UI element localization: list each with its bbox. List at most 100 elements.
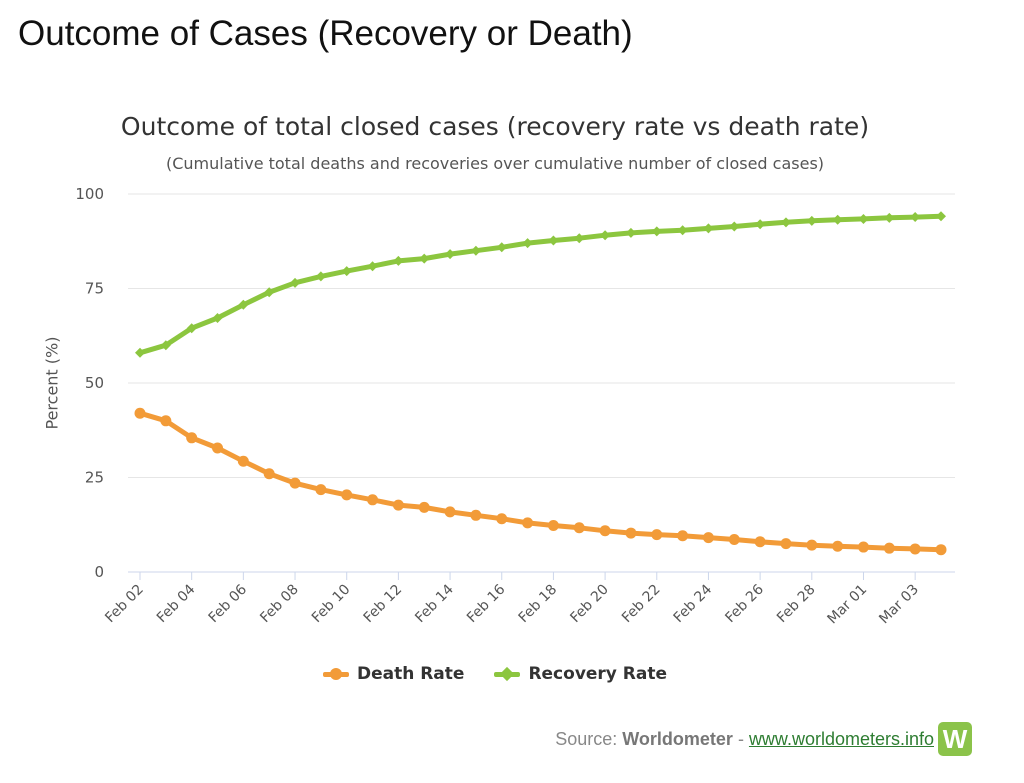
data-point[interactable] bbox=[574, 233, 585, 244]
data-point[interactable] bbox=[341, 266, 352, 277]
data-point[interactable] bbox=[444, 506, 456, 518]
x-tick-label: Feb 18 bbox=[516, 582, 561, 627]
data-point[interactable] bbox=[289, 477, 301, 489]
data-point[interactable] bbox=[858, 213, 869, 224]
series-line bbox=[137, 213, 944, 356]
x-tick-label: Mar 01 bbox=[825, 582, 871, 628]
data-point[interactable] bbox=[367, 494, 379, 506]
data-point[interactable] bbox=[754, 536, 766, 548]
data-point[interactable] bbox=[936, 211, 946, 222]
data-point[interactable] bbox=[573, 522, 585, 534]
data-point[interactable] bbox=[625, 527, 637, 539]
data-point[interactable] bbox=[470, 509, 482, 521]
source-link[interactable]: www.worldometers.info bbox=[748, 729, 934, 749]
data-point[interactable] bbox=[728, 533, 740, 545]
data-point[interactable] bbox=[651, 529, 663, 541]
data-point[interactable] bbox=[755, 219, 766, 230]
data-point[interactable] bbox=[496, 242, 507, 253]
data-point[interactable] bbox=[237, 455, 249, 467]
x-tick-label: Feb 26 bbox=[722, 581, 767, 626]
data-point[interactable] bbox=[806, 539, 818, 551]
x-tick-label: Feb 04 bbox=[154, 581, 199, 626]
data-point[interactable] bbox=[548, 235, 559, 246]
data-point[interactable] bbox=[910, 212, 921, 223]
legend-item-death-rate[interactable]: Death Rate bbox=[322, 664, 465, 684]
data-point[interactable] bbox=[832, 214, 843, 225]
data-point[interactable] bbox=[703, 223, 714, 234]
legend-label: Recovery Rate bbox=[528, 664, 668, 684]
legend-label: Death Rate bbox=[356, 664, 465, 684]
data-point[interactable] bbox=[238, 299, 249, 310]
data-point[interactable] bbox=[393, 255, 404, 266]
data-point[interactable] bbox=[160, 340, 171, 351]
x-tick-label: Feb 08 bbox=[257, 582, 302, 627]
data-point[interactable] bbox=[341, 489, 353, 501]
data-point[interactable] bbox=[806, 215, 817, 226]
data-point[interactable] bbox=[418, 501, 430, 513]
y-tick-labels: 0 25 50 75 100 bbox=[75, 185, 104, 581]
data-point[interactable] bbox=[419, 253, 430, 264]
data-point[interactable] bbox=[677, 530, 689, 542]
circle-marker-icon bbox=[322, 666, 349, 682]
data-point[interactable] bbox=[909, 543, 921, 555]
x-tick-label: Feb 22 bbox=[619, 582, 664, 627]
source-separator: - bbox=[732, 729, 749, 749]
data-point[interactable] bbox=[599, 525, 611, 537]
data-point[interactable] bbox=[392, 499, 404, 511]
x-tick-label: Feb 20 bbox=[567, 582, 612, 627]
data-point[interactable] bbox=[290, 277, 301, 288]
data-point[interactable] bbox=[367, 261, 378, 272]
data-point[interactable] bbox=[832, 540, 844, 552]
x-tick-labels: Feb 02 Feb 04 Feb 06 Feb 08 Feb 10 Feb 12 Feb … bbox=[102, 572, 922, 627]
data-point[interactable] bbox=[186, 432, 198, 444]
data-point[interactable] bbox=[496, 513, 508, 525]
x-tick-label: Feb 10 bbox=[309, 582, 354, 627]
data-point[interactable] bbox=[134, 407, 146, 419]
data-point[interactable] bbox=[135, 347, 145, 358]
data-point[interactable] bbox=[780, 217, 791, 228]
data-point[interactable] bbox=[857, 541, 869, 553]
y-tick-label: 25 bbox=[85, 469, 104, 487]
x-tick-label: Feb 06 bbox=[206, 581, 251, 626]
x-tick-label: Feb 28 bbox=[774, 582, 819, 627]
worldometer-logo-icon: W bbox=[938, 722, 972, 756]
y-tick-label: 100 bbox=[75, 185, 104, 203]
data-point[interactable] bbox=[651, 226, 662, 237]
data-point[interactable] bbox=[212, 442, 224, 454]
data-point[interactable] bbox=[729, 221, 740, 232]
data-point[interactable] bbox=[470, 245, 481, 256]
data-point[interactable] bbox=[186, 323, 197, 334]
y-tick-label: 75 bbox=[85, 280, 104, 298]
data-point[interactable] bbox=[884, 212, 895, 223]
data-point[interactable] bbox=[600, 230, 611, 241]
data-point[interactable] bbox=[935, 544, 947, 556]
data-point[interactable] bbox=[315, 271, 326, 282]
data-point[interactable] bbox=[522, 517, 534, 529]
source-brand: Worldometer bbox=[622, 729, 733, 749]
data-point[interactable] bbox=[780, 538, 792, 550]
x-tick-label: Feb 14 bbox=[412, 581, 457, 626]
y-tick-label: 50 bbox=[85, 374, 104, 392]
x-tick-label: Feb 02 bbox=[102, 582, 147, 627]
data-point[interactable] bbox=[263, 468, 275, 480]
data-point[interactable] bbox=[522, 238, 533, 249]
series-recovery-rate bbox=[135, 211, 946, 358]
data-point[interactable] bbox=[160, 415, 172, 427]
data-point[interactable] bbox=[315, 484, 327, 496]
chart-title: Outcome of total closed cases (recovery … bbox=[120, 112, 870, 141]
data-point[interactable] bbox=[677, 225, 688, 236]
data-point[interactable] bbox=[702, 532, 714, 544]
data-point[interactable] bbox=[547, 520, 559, 532]
data-point[interactable] bbox=[625, 227, 636, 238]
x-tick-label: Feb 24 bbox=[671, 581, 716, 626]
source-credit: Source: Worldometer - www.worldometers.i… bbox=[555, 729, 934, 750]
data-point[interactable] bbox=[264, 287, 275, 298]
diamond-marker-icon bbox=[494, 666, 521, 682]
series-lines bbox=[134, 211, 947, 556]
data-point[interactable] bbox=[212, 312, 223, 323]
legend-item-recovery-rate[interactable]: Recovery Rate bbox=[494, 664, 667, 684]
x-tick-label: Feb 16 bbox=[464, 581, 509, 626]
data-point[interactable] bbox=[445, 249, 456, 260]
data-point[interactable] bbox=[883, 542, 895, 554]
